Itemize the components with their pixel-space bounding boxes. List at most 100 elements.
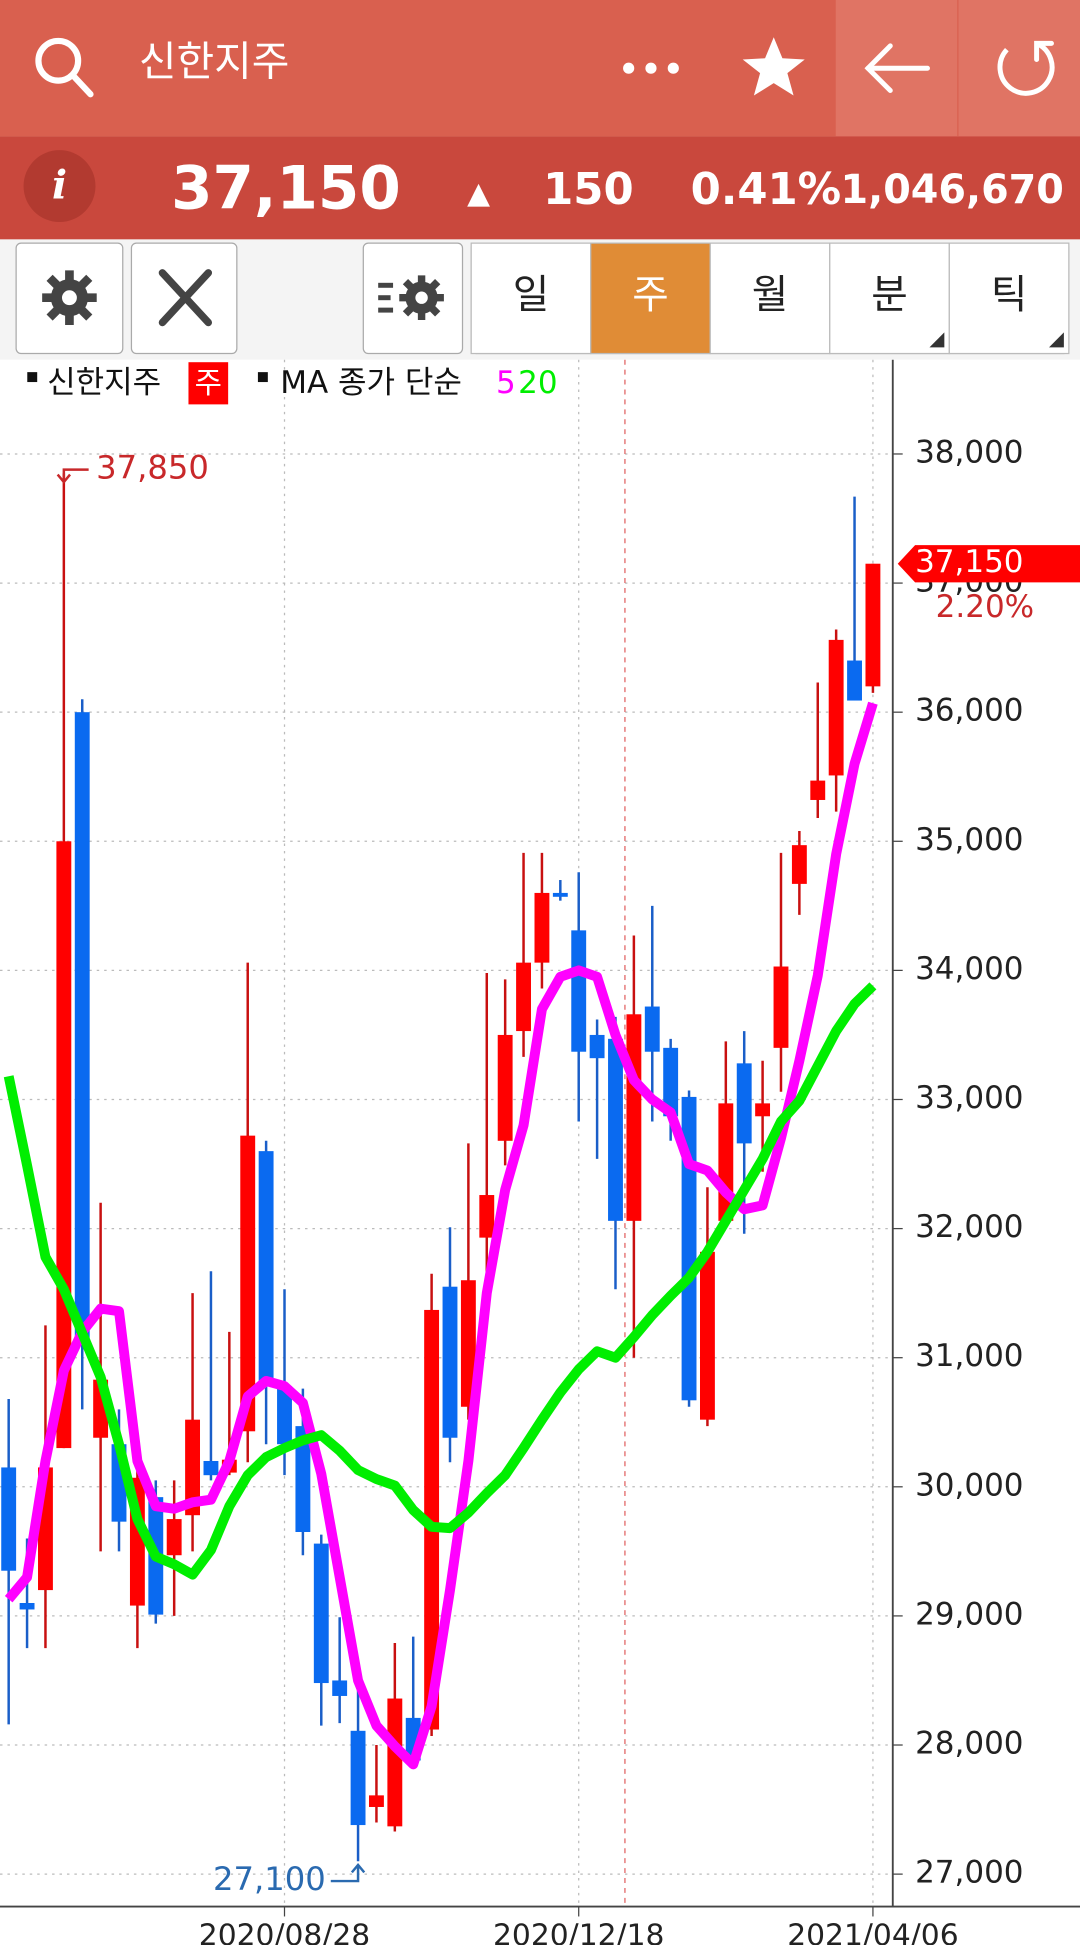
candle-body (589, 1034, 605, 1059)
y-tick-label: 38,000 (915, 434, 1023, 470)
annotation-arrowhead (56, 473, 71, 484)
candle-body (681, 1096, 697, 1401)
annotation-arrow (330, 1866, 360, 1883)
candle-body (736, 1063, 752, 1144)
legend-ma: MA 종가 단순 (280, 365, 462, 401)
current-price: 37,150 (171, 154, 401, 223)
x-tick-label: 2021/04/06 (787, 1918, 958, 1945)
tab-label: 일 (513, 272, 549, 318)
tab-label: 월 (752, 272, 788, 318)
legend-marker (257, 372, 268, 383)
search-icon[interactable] (35, 37, 94, 98)
annotation-arrowhead (350, 1862, 366, 1874)
candle-body (865, 563, 881, 687)
candle-body (755, 1103, 771, 1117)
y-tick-label: 35,000 (915, 822, 1023, 858)
legend-entry: 20 (518, 365, 557, 401)
candle-body (424, 1309, 440, 1730)
candle-body (350, 1730, 366, 1826)
tab[interactable] (948, 242, 1070, 355)
indicator-icon (378, 275, 444, 321)
y-tick-label: 32,000 (915, 1209, 1023, 1245)
legend-entry: 5 (496, 365, 516, 401)
y-tick-label: 36,000 (915, 693, 1023, 729)
candle-body (644, 1006, 660, 1052)
candle-body (516, 962, 531, 1032)
candle-body (497, 1034, 513, 1141)
candle-body (1, 1467, 17, 1571)
legend-period-box (188, 362, 229, 405)
candle-body (240, 1135, 256, 1432)
candle-body (203, 1460, 219, 1476)
info-button[interactable] (23, 150, 96, 223)
ma-line (3, 982, 877, 1580)
favorite-icon[interactable] (742, 37, 805, 96)
settings-icon (42, 270, 97, 325)
more-icon[interactable] (623, 62, 679, 74)
change-rate: 0.41% (691, 165, 842, 215)
annotation-label: 37,850 (96, 449, 209, 487)
chart-area (0, 359, 1080, 1945)
volume: 1,046,670 (841, 167, 1064, 213)
y-tick-label: 31,000 (915, 1338, 1023, 1374)
candle-body (332, 1680, 348, 1696)
candle-body (791, 845, 807, 884)
info-icon: i (52, 163, 67, 209)
legend-marker (27, 372, 38, 383)
y-tick-label: 33,000 (915, 1080, 1023, 1116)
candle-body (442, 1286, 458, 1438)
candle-body (534, 892, 550, 963)
candle-body (313, 1543, 329, 1684)
candle-body (74, 712, 90, 1339)
tab-label: 주 (632, 272, 668, 318)
price-bar (0, 136, 1080, 240)
y-tick-label: 30,000 (915, 1467, 1023, 1503)
tab[interactable] (470, 242, 592, 355)
tab-label: 분 (871, 272, 907, 318)
tab-label: 틱 (991, 272, 1027, 318)
candle-body (479, 1195, 495, 1238)
change-label: 2.20% (936, 589, 1034, 625)
chart: 27,000 28,000 29,000 30,000 31,000 32,000 33,0… (0, 359, 1080, 1945)
candle-body (295, 1426, 311, 1532)
refresh-icon (997, 40, 1055, 96)
candle-body (571, 930, 587, 1052)
annotation-arrow (62, 468, 89, 481)
y-tick-label: 28,000 (915, 1726, 1023, 1762)
candle-body (552, 892, 568, 897)
back-icon (864, 43, 930, 94)
candle-body (626, 1014, 642, 1221)
candle-body (773, 966, 789, 1048)
price-tag (897, 545, 1080, 583)
legend-period: 주 (195, 366, 222, 401)
legend-name: 신한지주 (47, 365, 161, 401)
tab[interactable] (709, 242, 831, 355)
price-tag-label: 37,150 (915, 544, 1023, 580)
x-tick-label: 2020/08/28 (199, 1918, 370, 1945)
tab[interactable] (590, 242, 711, 355)
annotation-label: 27,100 (213, 1860, 326, 1898)
tab-corner (929, 332, 945, 348)
y-tick-label: 27,000 (915, 1855, 1023, 1891)
candle-body (277, 1386, 292, 1445)
direction-icon: ▲ (467, 176, 490, 211)
x-tick-label: 2020/12/18 (493, 1918, 664, 1945)
refresh-button[interactable] (958, 0, 1080, 137)
candle-body (608, 1038, 623, 1221)
candle-body (663, 1047, 679, 1117)
tab[interactable] (829, 242, 950, 355)
candle-body (847, 660, 862, 701)
candle-body (699, 1251, 715, 1420)
y-tick-label: 29,000 (915, 1596, 1023, 1632)
candle-body (828, 639, 844, 776)
candle-body (460, 1280, 476, 1407)
candle-body (19, 1602, 35, 1610)
candle-body (185, 1419, 201, 1516)
candle-body (166, 1519, 182, 1556)
candle-body (810, 780, 826, 800)
y-tick-label: 34,000 (915, 951, 1023, 987)
change-amount: 150 (543, 165, 634, 215)
